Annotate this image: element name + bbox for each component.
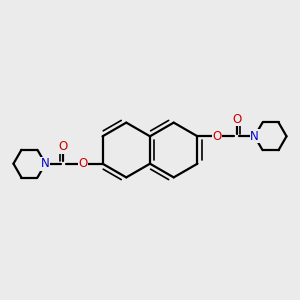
Text: O: O [59, 140, 68, 153]
Text: O: O [212, 130, 222, 143]
Text: N: N [41, 157, 50, 170]
Text: O: O [78, 157, 88, 170]
Text: O: O [232, 113, 241, 126]
Text: N: N [250, 130, 259, 143]
